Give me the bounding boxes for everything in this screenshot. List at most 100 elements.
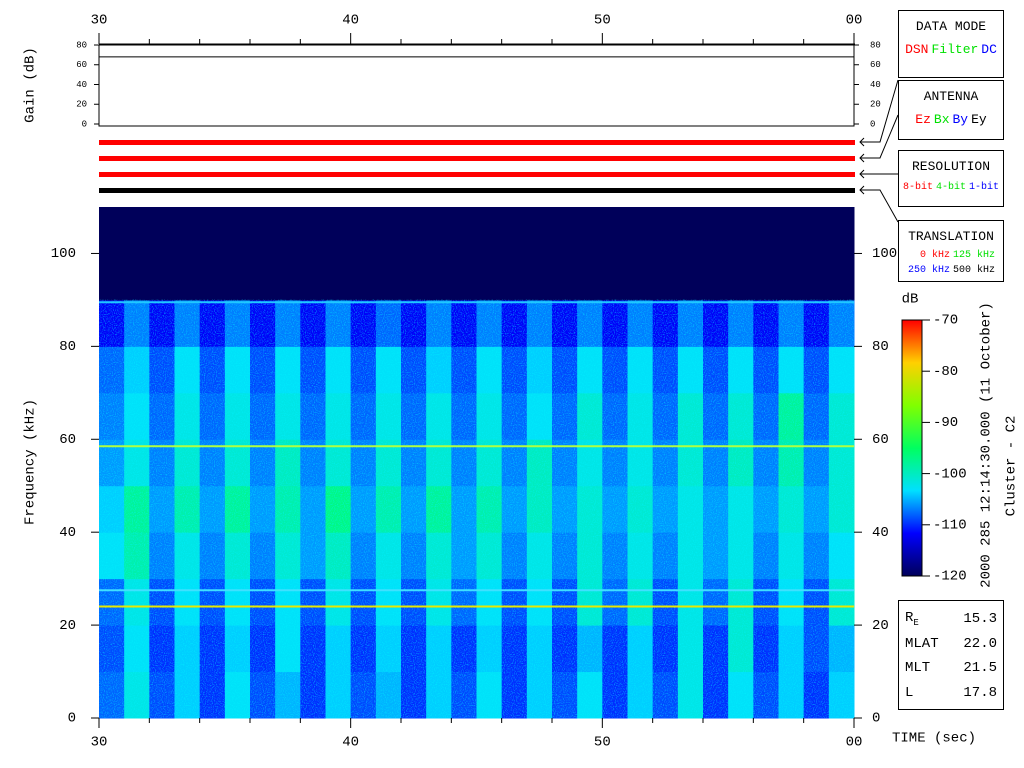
- heatmap-cell: [526, 253, 553, 301]
- mode-option: 125 kHz: [952, 250, 995, 261]
- gain-panel: [98, 44, 855, 127]
- heatmap-cell: [451, 253, 477, 301]
- spacecraft: Cluster - C2: [1004, 416, 1020, 517]
- info-label-text: L: [905, 684, 914, 701]
- x-tick-label: 00: [846, 13, 863, 29]
- mode-option: 500 kHz: [952, 265, 995, 276]
- heatmap-cell: [350, 253, 377, 301]
- heatmap-cell: [99, 207, 125, 254]
- timestamp: 2000 285 12:14:30.000 (11 October): [979, 302, 995, 588]
- x-tick-label: 40: [342, 735, 359, 751]
- mode-option: 1-bit: [969, 182, 1000, 193]
- mode-box: DATA MODE DSN Filter DC: [898, 10, 1004, 78]
- info-label: MLT: [905, 660, 930, 676]
- heatmap-cell: [627, 207, 654, 254]
- colorbar-tick-label: -120: [933, 569, 967, 585]
- y-tick-label: 40: [76, 80, 87, 90]
- colorbar-tick-label: -110: [933, 518, 967, 534]
- y-tick-label: 80: [76, 40, 87, 50]
- info-value: 17.8: [963, 684, 997, 701]
- heatmap-cell: [124, 207, 150, 254]
- heatmap-cell: [703, 207, 729, 254]
- heatmap-cell: [451, 207, 477, 254]
- heatmap-cell: [728, 253, 754, 301]
- noise-texture: [99, 299, 854, 718]
- y-tick-label: 20: [59, 618, 76, 634]
- info-subscript: E: [913, 618, 919, 629]
- heatmap-cell: [426, 207, 452, 254]
- heatmap-cell: [199, 207, 226, 254]
- info-label: L: [905, 685, 913, 701]
- info-label: MLAT: [905, 636, 939, 652]
- x-tick-label: 00: [846, 735, 863, 751]
- mode-option: Ez: [915, 112, 931, 127]
- heatmap-cell: [99, 253, 125, 301]
- info-row: MLAT 22.0: [905, 632, 997, 657]
- y-tick-label: 80: [872, 339, 889, 355]
- mode-option: DC: [981, 42, 997, 57]
- heatmap-cell: [552, 207, 578, 254]
- heatmap-cell: [728, 207, 754, 254]
- heatmap-cell: [652, 253, 679, 301]
- mode-option: 8-bit: [902, 182, 933, 193]
- info-value: 22.0: [963, 635, 997, 652]
- heatmap-cell: [778, 253, 805, 301]
- heatmap-cell: [803, 207, 830, 254]
- y-tick-label: 60: [59, 432, 76, 448]
- y-tick-label: 20: [870, 100, 881, 110]
- info-label-text: MLT: [905, 660, 931, 677]
- heatmap-cell: [501, 253, 528, 301]
- mode-bar: [99, 172, 855, 177]
- mode-title: ANTENNA: [923, 89, 979, 104]
- colorbar-tick-label: -80: [933, 364, 958, 380]
- heatmap-cell: [753, 253, 779, 301]
- heatmap-cell: [526, 207, 553, 254]
- heatmap-cell: [149, 253, 175, 301]
- colorbar-tick-label: -90: [933, 415, 958, 431]
- heatmap-cell: [124, 253, 150, 301]
- y-tick-label: 0: [68, 711, 76, 727]
- y-tick-label: 80: [870, 40, 881, 50]
- heatmap-cell: [275, 207, 301, 254]
- heatmap-cell: [652, 207, 679, 254]
- info-row: L 17.8: [905, 681, 997, 706]
- info-row: RE 15.3: [905, 607, 997, 632]
- heatmap-cell: [300, 207, 326, 254]
- y-tick-label: 60: [870, 60, 881, 70]
- mode-option: 4-bit: [935, 182, 966, 193]
- mode-box: TRANSLATION 0 kHz 125 kHz 250 kHz 500 kHz: [898, 220, 1004, 282]
- mode-bar: [99, 188, 855, 193]
- heatmap-cell: [224, 207, 251, 254]
- mode-box: RESOLUTION 8-bit 4-bit 1-bit: [898, 150, 1004, 207]
- y-tick-label: 40: [59, 525, 76, 541]
- heatmap-cell: [426, 253, 452, 301]
- gain-y-label: Gain (dB): [23, 47, 39, 123]
- heatmap-cell: [375, 207, 402, 254]
- heatmap-cell: [350, 207, 377, 254]
- heatmap-cell: [627, 253, 654, 301]
- heatmap-cell: [174, 253, 201, 301]
- heatmap-cell: [552, 253, 578, 301]
- y-tick-label: 0: [872, 711, 880, 727]
- heatmap-cell: [778, 207, 805, 254]
- mode-box: ANTENNA Ez Bx By Ey: [898, 80, 1004, 140]
- connector: [859, 79, 899, 223]
- mode-option: Ey: [971, 112, 987, 127]
- mode-title: RESOLUTION: [911, 159, 990, 174]
- heatmap-cell: [501, 207, 528, 254]
- colorbar-tick-label: -100: [933, 466, 967, 482]
- heatmap-cell: [375, 253, 402, 301]
- mode-title: DATA MODE: [915, 19, 987, 34]
- heatmap-cell: [224, 253, 251, 301]
- mode-options: 0 kHz 125 kHz 250 kHz 500 kHz: [899, 248, 1003, 278]
- info-label-text: R: [905, 610, 914, 627]
- x-tick-label: 40: [342, 13, 359, 29]
- heatmap-cell: [677, 253, 704, 301]
- mode-bar: [99, 156, 855, 161]
- heatmap-cell: [476, 207, 503, 254]
- info-label-text: MLAT: [905, 635, 939, 652]
- heatmap-cell: [476, 253, 503, 301]
- mode-option: 0 kHz: [919, 250, 950, 261]
